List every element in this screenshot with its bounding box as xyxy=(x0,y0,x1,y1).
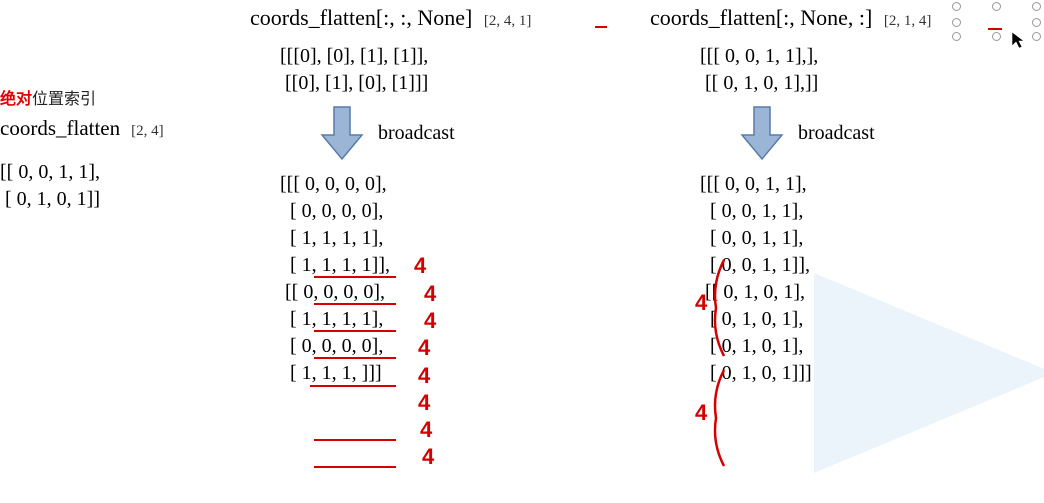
cursor-icon xyxy=(1010,30,1028,50)
right-title: coords_flatten[:, None, :] xyxy=(650,5,872,30)
down-arrow-icon xyxy=(740,105,784,161)
mid-arrow-block: broadcast xyxy=(320,105,630,161)
mid-title-line: coords_flatten[:, :, None] [2, 4, 1] xyxy=(250,5,630,31)
annotation-4: 4 xyxy=(695,290,707,316)
background-triangle xyxy=(804,263,1044,483)
right-arrow-block: broadcast xyxy=(740,105,1030,161)
handle-dot xyxy=(1032,2,1041,11)
handle-dot xyxy=(992,2,1001,11)
mid-matrix-bottom: [[[ 0, 0, 0, 0], [ 0, 0, 0, 0], [ 1, 1, … xyxy=(280,171,630,387)
var-line: coords_flatten [2, 4] xyxy=(0,116,220,141)
label-black-text: 位置索引 xyxy=(32,91,96,108)
annotation-underline xyxy=(314,276,396,278)
annotation-4: 4 xyxy=(424,308,436,334)
annotation-underline xyxy=(310,385,396,387)
annotation-4: 4 xyxy=(424,281,436,307)
broadcast-label: broadcast xyxy=(798,122,875,145)
annotation-underline xyxy=(314,303,396,305)
label-red-text: 绝对 xyxy=(0,91,32,108)
annotation-bracket xyxy=(710,368,728,468)
mid-shape: [2, 4, 1] xyxy=(484,13,532,29)
handle-dot xyxy=(952,2,961,11)
matrix-left: [[ 0, 0, 1, 1], [ 0, 1, 0, 1]] xyxy=(0,159,220,213)
var-name: coords_flatten xyxy=(0,116,120,140)
handle-dot xyxy=(952,32,961,41)
annotation-4: 4 xyxy=(695,400,707,426)
annotation-underline xyxy=(314,330,396,332)
annotation-4: 4 xyxy=(418,335,430,361)
broadcast-label: broadcast xyxy=(378,122,455,145)
handle-dot xyxy=(952,18,961,27)
annotation-bracket xyxy=(710,258,728,358)
annotation-4: 4 xyxy=(422,444,434,470)
annotation-underline xyxy=(314,466,396,468)
handle-dot xyxy=(992,32,1001,41)
annotation-underline xyxy=(314,357,396,359)
down-arrow-icon xyxy=(320,105,364,161)
annotation-4: 4 xyxy=(420,417,432,443)
annotation-underline xyxy=(595,26,607,28)
right-matrix-top: [[[ 0, 0, 1, 1],], [[ 0, 1, 0, 1],]] xyxy=(700,43,1030,97)
mid-column: coords_flatten[:, :, None] [2, 4, 1] [[[… xyxy=(250,5,630,387)
mid-matrix-top: [[[0], [0], [1], [1]], [[0], [1], [0], [… xyxy=(280,43,630,97)
shape-tag: [2, 4] xyxy=(131,123,164,139)
left-column: 绝对位置索引 coords_flatten [2, 4] [[ 0, 0, 1,… xyxy=(0,85,220,213)
right-shape: [2, 1, 4] xyxy=(884,13,932,29)
label-line: 绝对位置索引 xyxy=(0,85,220,110)
annotation-4: 4 xyxy=(418,363,430,389)
handle-dot xyxy=(1032,18,1041,27)
annotation-4: 4 xyxy=(418,390,430,416)
annotation-4: 4 xyxy=(414,253,426,279)
mid-title: coords_flatten[:, :, None] xyxy=(250,5,472,30)
annotation-underline xyxy=(314,439,396,441)
handle-dot xyxy=(1032,32,1041,41)
